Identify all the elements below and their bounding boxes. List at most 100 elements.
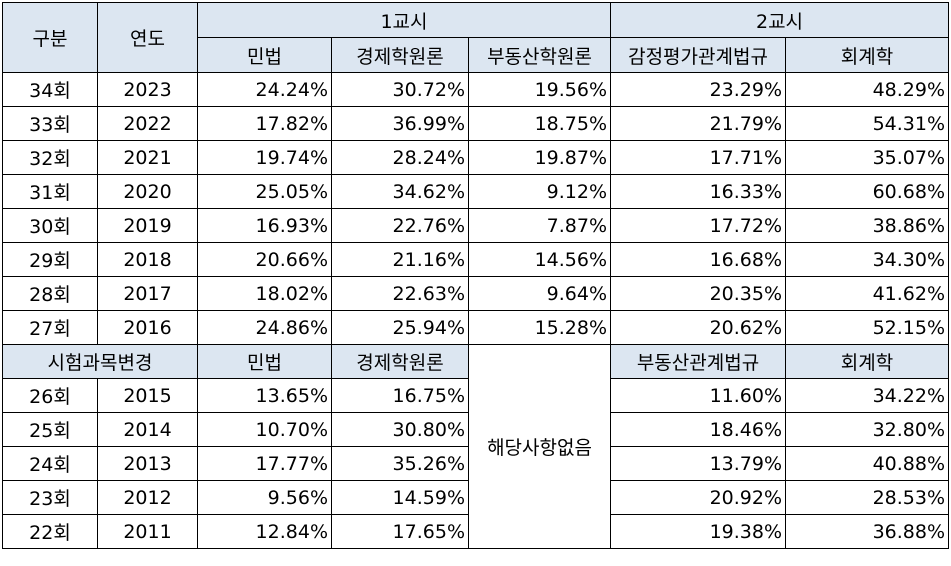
table-row: 27회 2016 24.86% 25.94% 15.28% 20.62% 52.15% (2, 310, 950, 345)
round-cell: 32회 (2, 140, 98, 175)
year-cell: 2016 (97, 310, 198, 345)
rate-cell: 14.56% (467, 242, 612, 277)
rate-cell: 22.63% (331, 276, 469, 311)
table-row: 32회 2021 19.74% 28.24% 19.87% 17.71% 35.07% (2, 140, 950, 175)
rate-cell: 38.86% (785, 208, 950, 243)
rate-cell: 19.38% (610, 514, 787, 549)
rate-cell: 54.31% (785, 106, 950, 141)
header-old-economics: 경제학원론 (331, 344, 469, 379)
rate-cell: 17.71% (610, 140, 787, 175)
year-cell: 2011 (97, 514, 198, 549)
rate-cell: 19.87% (467, 140, 612, 175)
round-cell: 22회 (2, 514, 98, 549)
table-row: 31회 2020 25.05% 34.62% 9.12% 16.33% 60.68% (2, 174, 950, 209)
round-cell: 29회 (2, 242, 98, 277)
header-old-real-estate-law: 부동산관계법규 (610, 344, 787, 379)
rate-cell: 13.65% (197, 378, 332, 413)
year-cell: 2023 (97, 72, 198, 107)
header-category: 구분 (2, 2, 98, 73)
header-subject-appraisal-law: 감정평가관계법규 (610, 37, 787, 73)
rate-cell: 34.62% (331, 174, 469, 209)
rate-cell: 35.07% (785, 140, 950, 175)
header-row-2: 민법 경제학원론 부동산학원론 감정평가관계법규 회계학 (3, 37, 950, 73)
header-session-2: 2교시 (610, 2, 950, 38)
header-subject-economics: 경제학원론 (331, 37, 469, 73)
not-applicable-cell: 해당사항없음 (467, 344, 612, 549)
rate-cell: 16.75% (331, 378, 469, 413)
table-row: 25회 2014 10.70% 30.80% 18.46% 32.80% (2, 412, 950, 447)
round-cell: 28회 (2, 276, 98, 311)
header-subject-accounting: 회계학 (785, 37, 950, 73)
round-cell: 23회 (2, 480, 98, 515)
header-subject-real-estate: 부동산학원론 (467, 37, 612, 73)
rate-cell: 28.53% (785, 480, 950, 515)
rate-cell: 19.74% (197, 140, 332, 175)
rate-cell: 30.80% (331, 412, 469, 447)
rate-cell: 9.64% (467, 276, 612, 311)
year-cell: 2020 (97, 174, 198, 209)
rate-cell: 36.99% (331, 106, 469, 141)
year-cell: 2022 (97, 106, 198, 141)
pass-rate-table: 구분 연도 1교시 2교시 민법 경제학원론 부동산학원론 감정평가관계법규 회… (2, 2, 950, 549)
round-cell: 25회 (2, 412, 98, 447)
rate-cell: 34.22% (785, 378, 950, 413)
header-old-civil-law: 민법 (197, 344, 332, 379)
rate-cell: 9.12% (467, 174, 612, 209)
subject-change-label: 시험과목변경 (2, 344, 198, 379)
rate-cell: 22.76% (331, 208, 469, 243)
rate-cell: 18.75% (467, 106, 612, 141)
rate-cell: 32.80% (785, 412, 950, 447)
round-cell: 26회 (2, 378, 98, 413)
year-cell: 2017 (97, 276, 198, 311)
year-cell: 2021 (97, 140, 198, 175)
rate-cell: 7.87% (467, 208, 612, 243)
round-cell: 30회 (2, 208, 98, 243)
round-cell: 27회 (2, 310, 98, 345)
table-row: 30회 2019 16.93% 22.76% 7.87% 17.72% 38.86% (2, 208, 950, 243)
table-row: 24회 2013 17.77% 35.26% 13.79% 40.88% (2, 446, 950, 481)
table-row: 29회 2018 20.66% 21.16% 14.56% 16.68% 34.30% (2, 242, 950, 277)
rate-cell: 24.24% (197, 72, 332, 107)
rate-cell: 20.92% (610, 480, 787, 515)
year-cell: 2013 (97, 446, 198, 481)
rate-cell: 18.02% (197, 276, 332, 311)
round-cell: 34회 (2, 72, 98, 107)
rate-cell: 25.05% (197, 174, 332, 209)
table-row: 33회 2022 17.82% 36.99% 18.75% 21.79% 54.31% (2, 106, 950, 141)
table-row: 22회 2011 12.84% 17.65% 19.38% 36.88% (2, 514, 950, 549)
round-cell: 33회 (2, 106, 98, 141)
rate-cell: 20.62% (610, 310, 787, 345)
year-cell: 2014 (97, 412, 198, 447)
header-session-1: 1교시 (196, 2, 612, 38)
rate-cell: 18.46% (610, 412, 787, 447)
table-row: 34회 2023 24.24% 30.72% 19.56% 23.29% 48.29% (2, 72, 950, 107)
rate-cell: 17.77% (197, 446, 332, 481)
rate-cell: 48.29% (785, 72, 950, 107)
rate-cell: 20.66% (197, 242, 332, 277)
rate-cell: 21.16% (331, 242, 469, 277)
table-row: 26회 2015 13.65% 16.75% 11.60% 34.22% (2, 378, 950, 413)
rate-cell: 34.30% (785, 242, 950, 277)
rate-cell: 15.28% (467, 310, 612, 345)
rate-cell: 14.59% (331, 480, 469, 515)
subheader-row: 시험과목변경 민법 경제학원론 해당사항없음 부동산관계법규 회계학 (2, 344, 950, 549)
rate-cell: 10.70% (197, 412, 332, 447)
header-old-accounting: 회계학 (785, 344, 950, 379)
header-row-1: 구분 연도 1교시 2교시 (2, 2, 950, 73)
rate-cell: 13.79% (610, 446, 787, 481)
rate-cell: 12.84% (197, 514, 332, 549)
rate-cell: 17.82% (197, 106, 332, 141)
rate-cell: 60.68% (785, 174, 950, 209)
rate-cell: 35.26% (331, 446, 469, 481)
rate-cell: 16.68% (610, 242, 787, 277)
rate-cell: 19.56% (467, 72, 612, 107)
rate-cell: 28.24% (331, 140, 469, 175)
rate-cell: 16.93% (197, 208, 332, 243)
rate-cell: 11.60% (610, 378, 787, 413)
header-subject-civil-law: 민법 (197, 37, 332, 73)
year-cell: 2018 (97, 242, 198, 277)
rate-cell: 24.86% (197, 310, 332, 345)
rate-cell: 23.29% (610, 72, 787, 107)
rate-cell: 30.72% (331, 72, 469, 107)
rate-cell: 41.62% (785, 276, 950, 311)
